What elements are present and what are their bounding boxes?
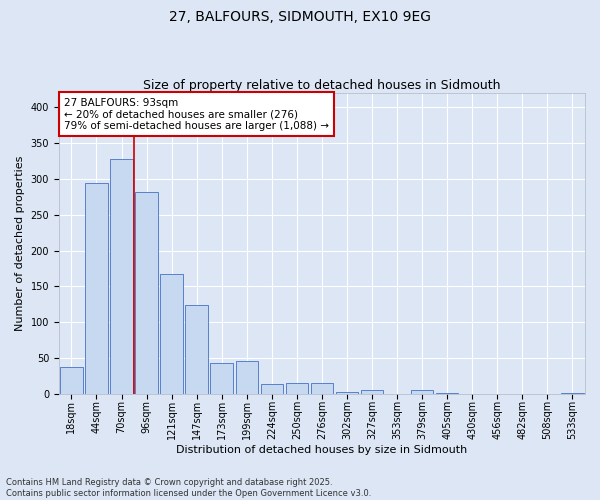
Bar xyxy=(411,390,433,394)
Bar xyxy=(185,305,208,394)
Title: Size of property relative to detached houses in Sidmouth: Size of property relative to detached ho… xyxy=(143,79,501,92)
Bar xyxy=(311,383,333,394)
Bar xyxy=(260,384,283,394)
X-axis label: Distribution of detached houses by size in Sidmouth: Distribution of detached houses by size … xyxy=(176,445,467,455)
Bar xyxy=(211,363,233,394)
Bar xyxy=(361,390,383,394)
Bar xyxy=(286,383,308,394)
Bar xyxy=(160,274,183,394)
Bar xyxy=(436,393,458,394)
Bar xyxy=(60,366,83,394)
Bar xyxy=(85,182,108,394)
Bar xyxy=(336,392,358,394)
Y-axis label: Number of detached properties: Number of detached properties xyxy=(15,156,25,331)
Text: Contains HM Land Registry data © Crown copyright and database right 2025.
Contai: Contains HM Land Registry data © Crown c… xyxy=(6,478,371,498)
Bar xyxy=(110,159,133,394)
Text: 27, BALFOURS, SIDMOUTH, EX10 9EG: 27, BALFOURS, SIDMOUTH, EX10 9EG xyxy=(169,10,431,24)
Bar xyxy=(561,393,584,394)
Bar xyxy=(236,361,258,394)
Bar xyxy=(136,192,158,394)
Text: 27 BALFOURS: 93sqm
← 20% of detached houses are smaller (276)
79% of semi-detach: 27 BALFOURS: 93sqm ← 20% of detached hou… xyxy=(64,98,329,131)
